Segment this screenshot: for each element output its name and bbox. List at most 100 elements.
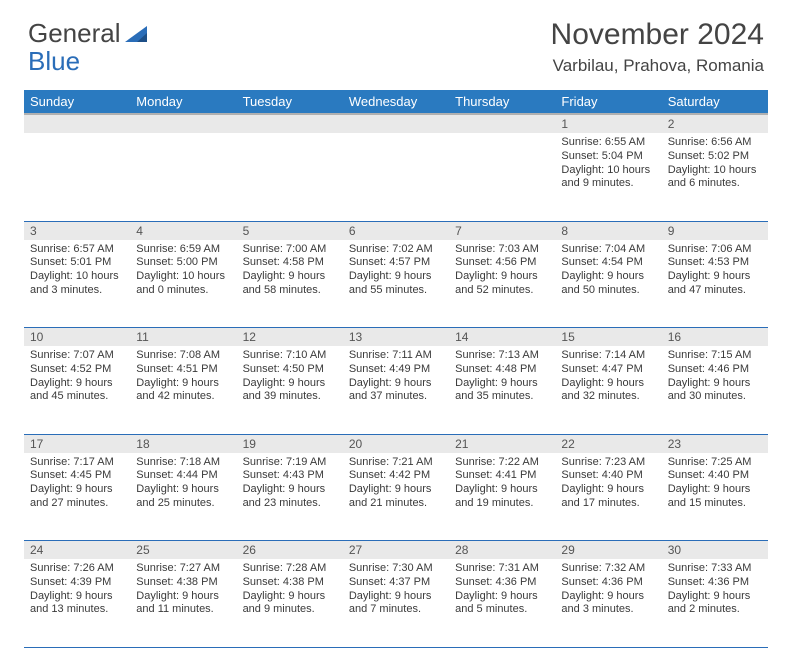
- sunset-line: Sunset: 4:52 PM: [30, 363, 111, 375]
- day-content: Sunrise: 7:10 AMSunset: 4:50 PMDaylight:…: [237, 346, 343, 408]
- sunrise-line: Sunrise: 7:27 AM: [136, 562, 220, 574]
- day-content: Sunrise: 7:11 AMSunset: 4:49 PMDaylight:…: [343, 346, 449, 408]
- day-number-cell: 17: [24, 434, 130, 453]
- day-number-cell: 13: [343, 328, 449, 347]
- day-cell: Sunrise: 7:18 AMSunset: 4:44 PMDaylight:…: [130, 453, 236, 541]
- day-number-cell: 3: [24, 221, 130, 240]
- daylight-line: Daylight: 9 hours and 37 minutes.: [349, 377, 432, 403]
- sunrise-line: Sunrise: 7:33 AM: [668, 562, 752, 574]
- sunset-line: Sunset: 4:53 PM: [668, 256, 749, 268]
- daylight-line: Daylight: 9 hours and 7 minutes.: [349, 590, 432, 616]
- daylight-line: Daylight: 9 hours and 2 minutes.: [668, 590, 751, 616]
- sunset-line: Sunset: 4:56 PM: [455, 256, 536, 268]
- day-number-cell: 26: [237, 541, 343, 560]
- day-cell: Sunrise: 7:31 AMSunset: 4:36 PMDaylight:…: [449, 559, 555, 647]
- day-cell: Sunrise: 7:21 AMSunset: 4:42 PMDaylight:…: [343, 453, 449, 541]
- day-cell: Sunrise: 7:19 AMSunset: 4:43 PMDaylight:…: [237, 453, 343, 541]
- sunset-line: Sunset: 4:49 PM: [349, 363, 430, 375]
- day-content: Sunrise: 7:08 AMSunset: 4:51 PMDaylight:…: [130, 346, 236, 408]
- daylight-line: Daylight: 9 hours and 35 minutes.: [455, 377, 538, 403]
- sunset-line: Sunset: 4:41 PM: [455, 469, 536, 481]
- sunrise-line: Sunrise: 7:10 AM: [243, 349, 327, 361]
- daylight-line: Daylight: 9 hours and 32 minutes.: [561, 377, 644, 403]
- day-number-cell: 11: [130, 328, 236, 347]
- day-number-cell: 27: [343, 541, 449, 560]
- daylight-line: Daylight: 9 hours and 30 minutes.: [668, 377, 751, 403]
- daynum-row: 17181920212223: [24, 434, 768, 453]
- content-row: Sunrise: 6:55 AM Sunset: 5:04 PM Daylight:…: [24, 133, 768, 221]
- day-cell: Sunrise: 7:30 AM Sunset: 4:37 PM Daylight:…: [343, 559, 449, 647]
- daylight-line: Daylight: 9 hours and 17 minutes.: [561, 483, 644, 509]
- calendar-table: SundayMondayTuesdayWednesdayThursdayFrid…: [24, 90, 768, 648]
- day-content: Sunrise: 7:19 AMSunset: 4:43 PMDaylight:…: [237, 453, 343, 515]
- sunrise-line: Sunrise: 7:21 AM: [349, 456, 433, 468]
- title-block: November 2024 Varbilau, Prahova, Romania: [551, 18, 764, 76]
- day-content: Sunrise: 7:13 AMSunset: 4:48 PMDaylight:…: [449, 346, 555, 408]
- day-cell: Sunrise: 7:17 AMSunset: 4:45 PMDaylight:…: [24, 453, 130, 541]
- day-header: Wednesday: [343, 90, 449, 114]
- day-cell: Sunrise: 6:57 AMSunset: 5:01 PM Daylight:…: [24, 240, 130, 328]
- sunset-line: Sunset: 5:01 PM: [30, 256, 111, 268]
- day-content: Sunrise: 7:04 AMSunset: 4:54 PMDaylight:…: [555, 240, 661, 302]
- sunrise-line: Sunrise: 7:06 AM: [668, 243, 752, 255]
- daylight-line: Daylight: 10 hours and 6 minutes.: [668, 164, 757, 190]
- day-content: Sunrise: 7:03 AMSunset: 4:56 PMDaylight:…: [449, 240, 555, 302]
- daylight-line: Daylight: 9 hours and 9 minutes.: [243, 590, 326, 616]
- day-header-row: SundayMondayTuesdayWednesdayThursdayFrid…: [24, 90, 768, 114]
- day-number-cell: [343, 114, 449, 133]
- sunrise-line: Sunrise: 7:17 AM: [30, 456, 114, 468]
- daylight-line: Daylight: 9 hours and 11 minutes.: [136, 590, 219, 616]
- sunset-line: Sunset: 4:37 PM: [349, 576, 430, 588]
- sunset-line: Sunset: 4:54 PM: [561, 256, 642, 268]
- daynum-row: 3456789: [24, 221, 768, 240]
- sunset-line: Sunset: 5:02 PM: [668, 150, 749, 162]
- day-content: Sunrise: 7:21 AMSunset: 4:42 PMDaylight:…: [343, 453, 449, 515]
- sunrise-line: Sunrise: 7:30 AM: [349, 562, 433, 574]
- day-number-cell: [237, 114, 343, 133]
- day-number-cell: 2: [662, 114, 768, 133]
- sunset-line: Sunset: 5:04 PM: [561, 150, 642, 162]
- sunrise-line: Sunrise: 7:26 AM: [30, 562, 114, 574]
- sunrise-line: Sunrise: 7:02 AM: [349, 243, 433, 255]
- sunrise-line: Sunrise: 6:55 AM: [561, 136, 645, 148]
- sunrise-line: Sunrise: 7:07 AM: [30, 349, 114, 361]
- day-number-cell: [449, 114, 555, 133]
- day-number-cell: 6: [343, 221, 449, 240]
- day-cell: Sunrise: 6:56 AMSunset: 5:02 PMDaylight:…: [662, 133, 768, 221]
- day-number-cell: [130, 114, 236, 133]
- sunset-line: Sunset: 4:50 PM: [243, 363, 324, 375]
- day-number-cell: 19: [237, 434, 343, 453]
- sunset-line: Sunset: 4:46 PM: [668, 363, 749, 375]
- day-content: Sunrise: 7:00 AMSunset: 4:58 PMDaylight:…: [237, 240, 343, 302]
- sunset-line: Sunset: 4:38 PM: [136, 576, 217, 588]
- day-cell: Sunrise: 6:55 AMSunset: 5:04 PMDaylight:…: [555, 133, 661, 221]
- day-number-cell: 10: [24, 328, 130, 347]
- content-row: Sunrise: 7:26 AMSunset: 4:39 PMDaylight:…: [24, 559, 768, 647]
- day-cell: Sunrise: 7:13 AMSunset: 4:48 PMDaylight:…: [449, 346, 555, 434]
- sunset-line: Sunset: 4:44 PM: [136, 469, 217, 481]
- day-cell: Sunrise: 7:15 AMSunset: 4:46 PMDaylight:…: [662, 346, 768, 434]
- day-cell: [449, 133, 555, 221]
- day-number-cell: 20: [343, 434, 449, 453]
- day-content: Sunrise: 7:07 AMSunset: 4:52 PMDaylight:…: [24, 346, 130, 408]
- day-number-cell: 30: [662, 541, 768, 560]
- location: Varbilau, Prahova, Romania: [551, 56, 764, 76]
- logo-text-a: General: [28, 18, 121, 49]
- day-number-cell: 23: [662, 434, 768, 453]
- day-number-cell: 12: [237, 328, 343, 347]
- day-cell: [24, 133, 130, 221]
- day-cell: Sunrise: 7:28 AMSunset: 4:38 PMDaylight:…: [237, 559, 343, 647]
- day-header: Friday: [555, 90, 661, 114]
- sunset-line: Sunset: 4:40 PM: [668, 469, 749, 481]
- sunrise-line: Sunrise: 7:13 AM: [455, 349, 539, 361]
- sunrise-line: Sunrise: 7:03 AM: [455, 243, 539, 255]
- day-content: Sunrise: 7:18 AMSunset: 4:44 PMDaylight:…: [130, 453, 236, 515]
- day-content: Sunrise: 6:55 AMSunset: 5:04 PMDaylight:…: [555, 133, 661, 195]
- day-number-cell: 16: [662, 328, 768, 347]
- day-cell: [130, 133, 236, 221]
- day-content: Sunrise: 7:23 AMSunset: 4:40 PMDaylight:…: [555, 453, 661, 515]
- daylight-line: Daylight: 10 hours and 3 minutes.: [30, 270, 119, 296]
- day-header: Sunday: [24, 90, 130, 114]
- day-header: Saturday: [662, 90, 768, 114]
- sunrise-line: Sunrise: 6:57 AM: [30, 243, 114, 255]
